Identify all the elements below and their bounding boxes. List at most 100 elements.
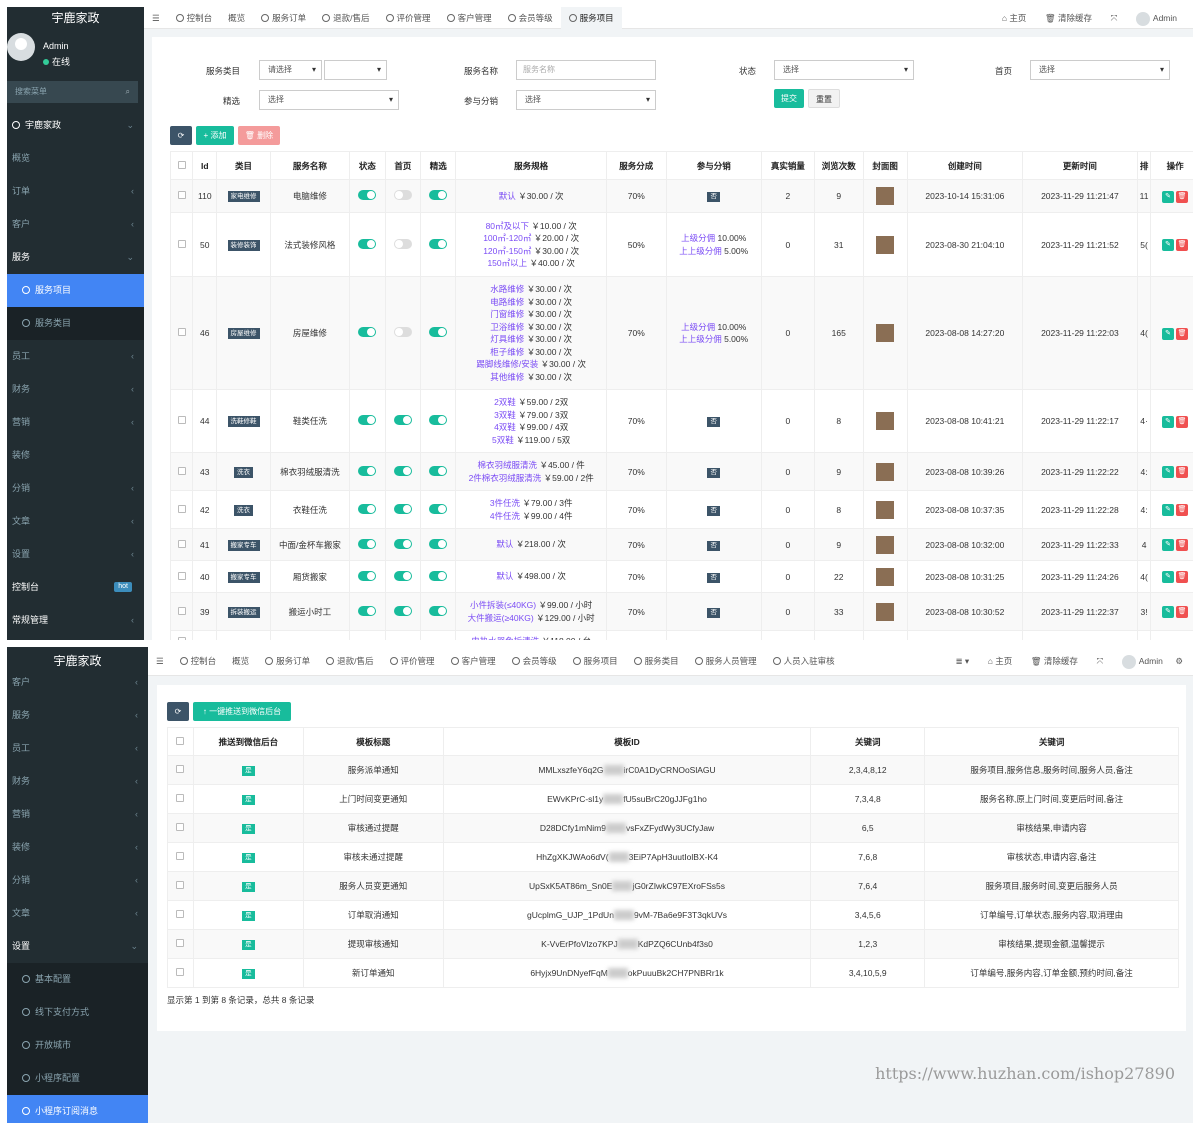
table-row[interactable]: 42 洗衣 衣鞋任洗 3件任洗 ￥79.00 / 3件 4件任洗 ￥99.00 / 4件…: [169, 490, 1193, 529]
home-select[interactable]: 选择: [1030, 60, 1170, 80]
nav-tab[interactable]: 客户管理: [439, 7, 500, 29]
spec-name[interactable]: 电路维修: [490, 296, 525, 307]
featured-select[interactable]: 选择: [259, 90, 399, 110]
edit-icon[interactable]: ✎: [1162, 466, 1175, 478]
delete-icon[interactable]: 🗑: [1176, 239, 1189, 251]
featured-toggle[interactable]: [429, 190, 448, 200]
cover-image[interactable]: [876, 187, 895, 205]
row-checkbox[interactable]: [176, 881, 185, 889]
distribution-select[interactable]: 选择: [516, 90, 656, 110]
admin-menu[interactable]: Admin: [1114, 647, 1171, 676]
cell-home[interactable]: [384, 630, 422, 640]
clear-cache-link[interactable]: 🗑 清除缓存: [1030, 656, 1078, 666]
table-row[interactable]: 39 拆装搬运 搬运小时工 小件拆装(≤40KG) ￥99.00 / 小时 大件搬运(≥…: [169, 592, 1193, 631]
category-sub-select[interactable]: [324, 60, 387, 80]
sidebar-item[interactable]: 常规管理 ‹: [7, 604, 144, 637]
featured-toggle[interactable]: [429, 238, 448, 249]
row-checkbox[interactable]: [177, 571, 186, 580]
cell-home[interactable]: [384, 389, 422, 453]
featured-toggle[interactable]: [429, 415, 448, 425]
row-checkbox[interactable]: [177, 539, 186, 548]
nav-tab[interactable]: 评价管理: [378, 7, 439, 29]
row-select[interactable]: [169, 389, 194, 453]
nav-tab[interactable]: 会员等级: [504, 647, 565, 676]
table-row[interactable]: 50 装修装饰 法式装修风格 80㎡及以下 ￥10.00 / 次 100㎡-120㎡ ￥…: [169, 212, 1193, 277]
nav-tab[interactable]: 人员入驻审核: [765, 647, 843, 676]
menu-search-input[interactable]: 搜索菜单 ⌕: [7, 81, 138, 103]
row-select[interactable]: [167, 755, 194, 785]
edit-icon[interactable]: ✎: [1162, 571, 1175, 583]
spec-name[interactable]: 灯具维修: [490, 334, 525, 344]
cell-home[interactable]: [384, 452, 422, 491]
cell-featured[interactable]: [420, 592, 457, 631]
row-select[interactable]: [167, 871, 194, 901]
sidebar-item[interactable]: 装修: [12, 450, 31, 460]
delete-icon[interactable]: 🗑: [1176, 606, 1189, 618]
cell-featured[interactable]: [420, 452, 457, 491]
sidebar-item[interactable]: 分销 ‹: [7, 472, 144, 505]
cover-image[interactable]: [876, 500, 895, 519]
select-all-checkbox[interactable]: [176, 736, 185, 745]
featured-toggle[interactable]: [429, 503, 448, 514]
row-select[interactable]: [167, 958, 194, 988]
nav-tab[interactable]: ☰: [148, 647, 172, 676]
sidebar-item[interactable]: 服务类目: [7, 307, 144, 340]
nav-tab[interactable]: 评价管理: [382, 647, 443, 676]
sidebar-item[interactable]: 设置 ‹: [7, 538, 144, 571]
sidebar-item[interactable]: 基本配置: [7, 963, 148, 996]
status-toggle[interactable]: [358, 190, 377, 200]
delete-button[interactable]: 🗑 删除: [238, 126, 280, 145]
nav-tab[interactable]: ☰: [144, 7, 168, 29]
service-name-input[interactable]: 服务名称: [516, 60, 656, 80]
cover-image[interactable]: [876, 567, 895, 586]
status-toggle[interactable]: [358, 538, 377, 549]
push-yes-badge[interactable]: 是: [242, 882, 255, 892]
spec-name[interactable]: 4件任洗: [489, 510, 521, 521]
clear-cache-link[interactable]: 🗑 清除缓存: [1044, 13, 1093, 23]
sidebar-item[interactable]: 设置 ⌄: [7, 930, 148, 963]
edit-icon[interactable]: ✎: [1162, 415, 1175, 428]
cover-image[interactable]: [876, 324, 895, 342]
nav-tab[interactable]: 控制台: [172, 647, 225, 676]
table-row[interactable]: 44 洗鞋修鞋 鞋类任洗 2双鞋 ￥59.00 / 2双 3双鞋 ￥79.00 / 3双…: [169, 389, 1193, 453]
home-toggle[interactable]: [393, 190, 412, 200]
nav-tab[interactable]: 会员等级: [500, 7, 561, 29]
push-yes-badge[interactable]: 是: [242, 969, 255, 979]
cell-featured[interactable]: [420, 389, 457, 453]
table-row[interactable]: 43 洗衣 棉衣羽绒服清洗 棉衣羽绒服清洗 ￥45.00 / 件 2件棉衣羽绒服清洗 ￥…: [169, 452, 1193, 491]
sidebar-item[interactable]: 文章 ‹: [7, 505, 144, 538]
cell-home[interactable]: [384, 560, 422, 593]
table-row[interactable]: 是 审核未通过提醒 HhZgXKJWAo6dV(3EiP7ApH3uutIolBX-…: [167, 842, 1179, 872]
spec-name[interactable]: 80㎡及以下: [485, 220, 530, 231]
spec-name[interactable]: 棉衣羽绒服清洗: [477, 460, 538, 470]
sidebar-item[interactable]: 员工 ‹: [7, 340, 144, 373]
edit-icon[interactable]: ✎: [1162, 190, 1175, 203]
nav-tab[interactable]: 服务订单: [257, 647, 318, 676]
row-checkbox[interactable]: [177, 636, 186, 640]
cell-featured[interactable]: [420, 276, 457, 390]
category-select[interactable]: 请选择: [259, 60, 322, 80]
cell-status[interactable]: [349, 212, 386, 277]
row-select[interactable]: [169, 276, 194, 390]
sidebar-item[interactable]: 客户 ‹: [7, 208, 144, 241]
featured-toggle[interactable]: [429, 570, 448, 581]
push-yes-badge[interactable]: 是: [242, 911, 255, 921]
home-toggle[interactable]: [393, 415, 412, 425]
select-all-checkbox[interactable]: [177, 160, 186, 169]
row-select[interactable]: [169, 490, 194, 529]
table-row[interactable]: 是 审核通过提醒 D28DCfy1mNim9 vsFxZFydWy3UCfyJaw 6,…: [167, 813, 1179, 843]
row-checkbox[interactable]: [177, 239, 186, 248]
cell-status[interactable]: [349, 389, 386, 453]
row-checkbox[interactable]: [177, 606, 186, 615]
spec-name[interactable]: 踢脚线维修/安装: [476, 359, 539, 369]
featured-toggle[interactable]: [429, 538, 448, 549]
row-checkbox[interactable]: [176, 968, 185, 976]
fullscreen-icon[interactable]: ⤧: [1110, 13, 1118, 23]
row-select[interactable]: [167, 813, 194, 843]
delete-icon[interactable]: 🗑: [1176, 415, 1189, 428]
refresh-button[interactable]: ⟳: [167, 702, 189, 721]
table-row[interactable]: 电热水器免拆清洗 ￥118.00 / 台: [169, 630, 1193, 640]
row-checkbox[interactable]: [176, 910, 185, 918]
edit-icon[interactable]: ✎: [1162, 606, 1175, 618]
row-select[interactable]: [167, 842, 194, 872]
